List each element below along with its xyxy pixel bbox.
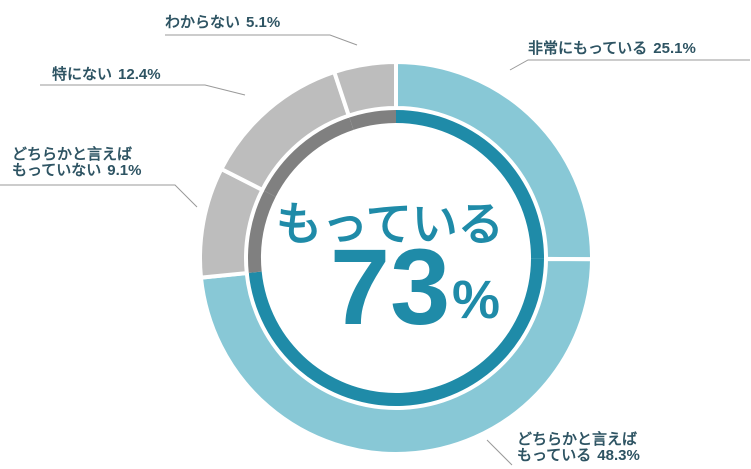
inner-segment xyxy=(396,110,544,259)
leader-line xyxy=(486,439,513,466)
leader-line xyxy=(509,59,750,71)
center-value: 73 xyxy=(330,226,451,347)
leader-line xyxy=(0,184,198,208)
inner-segment xyxy=(248,190,276,273)
outer-segment xyxy=(198,256,595,456)
value-label: 9.1% xyxy=(107,162,142,179)
inner-segment xyxy=(264,117,354,197)
center-unit: % xyxy=(452,270,501,330)
inner-segment xyxy=(349,110,396,130)
category-label: どちらかと言えば もっている 48.3% xyxy=(517,430,640,464)
category-label: 非常にもっている 25.1% xyxy=(528,39,696,57)
value-label: 25.1% xyxy=(653,40,696,57)
value-label: 48.3% xyxy=(597,447,640,464)
category-label: どちらかと言えば もっていない 9.1% xyxy=(12,145,142,179)
category-label: わからない 5.1% xyxy=(165,13,281,31)
value-label: 5.1% xyxy=(246,14,281,31)
center-text: もっている xyxy=(276,197,504,251)
outer-segment xyxy=(331,59,398,119)
value-label: 12.4% xyxy=(118,66,161,83)
leader-line xyxy=(165,34,358,46)
category-label: 特にない 12.4% xyxy=(52,65,161,83)
leader-line xyxy=(40,84,246,96)
